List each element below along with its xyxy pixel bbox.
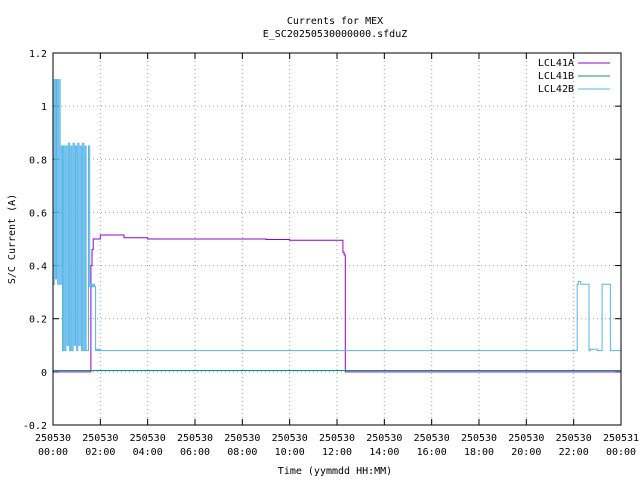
x-tick-time: 06:00 [180,447,210,458]
x-tick-time: 20:00 [511,447,541,458]
x-tick-date: 250530 [35,433,71,444]
y-tick-label: 0.4 [29,262,47,273]
x-tick-date: 250530 [508,433,544,444]
series-line-lcl42b [53,79,621,352]
y-tick-label: 0.8 [29,155,47,166]
plot-series [53,79,621,373]
x-tick-date: 250530 [130,433,166,444]
y-tick-label: 1.2 [29,49,47,60]
y-tick-label: 1 [41,102,47,113]
x-tick-date: 250530 [272,433,308,444]
legend-label: LCL42B [538,84,574,95]
x-tick-date: 250530 [82,433,118,444]
legend-label: LCL41B [538,71,574,82]
x-tick-date: 250530 [319,433,355,444]
x-tick-date: 250531 [603,433,639,444]
x-tick-date: 250530 [224,433,260,444]
x-tick-date: 250530 [177,433,213,444]
x-tick-time: 10:00 [275,447,305,458]
x-tick-time: 08:00 [227,447,257,458]
plot-frame [52,52,622,426]
x-axis-label: Time (yymmdd HH:MM) [278,466,392,477]
x-tick-date: 250530 [366,433,402,444]
x-tick-date: 250530 [414,433,450,444]
x-tick-time: 04:00 [133,447,163,458]
y-tick-label: -0.2 [23,421,47,432]
legend-label: LCL41A [538,58,574,69]
x-tick-time: 14:00 [369,447,399,458]
y-tick-label: 0.2 [29,315,47,326]
series-line-lcl41a [53,234,621,373]
chart-subtitle: E_SC20250530000000.sfduZ [263,29,408,40]
x-tick-date: 250530 [556,433,592,444]
x-tick-time: 12:00 [322,447,352,458]
x-tick-time: 00:00 [38,447,68,458]
x-tick-time: 22:00 [559,447,589,458]
x-tick-time: 18:00 [464,447,494,458]
x-tick-time: 16:00 [417,447,447,458]
x-tick-time: 00:00 [606,447,636,458]
x-tick-date: 250530 [461,433,497,444]
legend: LCL41A LCL41B LCL42B [538,58,610,95]
axes: -0.2 0 0.2 0.4 0.6 0.8 1 1.2 250530 00:00 250530 02… [23,49,639,458]
grid [52,52,622,426]
y-axis-label: S/C Current (A) [7,194,18,284]
chart-title: Currents for MEX [287,16,383,27]
y-tick-label: 0 [41,368,47,379]
y-tick-label: 0.6 [29,208,47,219]
x-tick-time: 02:00 [85,447,115,458]
